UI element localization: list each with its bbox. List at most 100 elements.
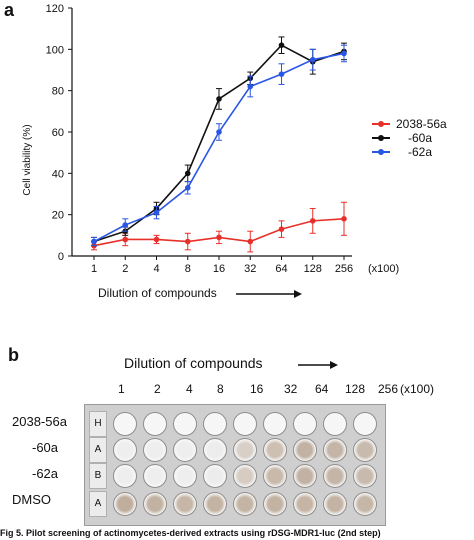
data-point — [184, 170, 191, 177]
plate-well — [143, 464, 167, 488]
plate-column-label: 256 — [378, 382, 399, 396]
data-point — [216, 129, 222, 135]
x-tick-label: 256 — [335, 263, 353, 275]
plate-well — [323, 464, 347, 488]
data-point — [122, 236, 129, 243]
y-tick-label: 20 — [52, 210, 64, 222]
plate-well — [353, 464, 377, 488]
x-tick-label: 64 — [275, 263, 287, 275]
plate-well — [263, 492, 287, 516]
data-point — [184, 185, 191, 191]
x-tick-label: 2 — [122, 263, 128, 275]
panel-b-label: b — [8, 345, 19, 365]
y-axis-label: Cell viability (%) — [22, 124, 33, 195]
plate-well — [233, 464, 257, 488]
data-point — [278, 42, 285, 48]
legend-swatch-blue — [372, 147, 390, 157]
y-tick-label: 100 — [46, 44, 64, 56]
series-2 — [91, 36, 347, 247]
plate-well — [263, 438, 287, 462]
plate-row-letter: A — [89, 491, 107, 517]
series-3 — [91, 44, 347, 247]
plate-well — [323, 438, 347, 462]
plate-row-label: DMSO — [12, 492, 51, 507]
plate-well — [113, 492, 137, 516]
plate-well — [293, 464, 317, 488]
x-tick-label: 4 — [153, 263, 159, 275]
legend-label: 2038-56a — [396, 117, 447, 131]
plate-well — [323, 492, 347, 516]
plate-well — [233, 412, 257, 436]
data-point — [278, 71, 285, 77]
plate-row-letter: B — [89, 463, 107, 489]
plate-well — [263, 412, 287, 436]
plate-well — [323, 412, 347, 436]
chart-series — [91, 36, 347, 253]
data-point — [153, 236, 160, 243]
x-tick-label: 1 — [91, 263, 97, 275]
legend-swatch-red — [372, 119, 390, 129]
plate-column-label: 2 — [154, 382, 161, 396]
data-point — [341, 216, 347, 222]
legend-label: -62a — [408, 145, 433, 159]
plate-column-label: 4 — [186, 382, 193, 396]
legend-item-60a: -60a — [372, 131, 432, 145]
plate-row-letter: A — [89, 437, 107, 463]
plate-well — [203, 438, 227, 462]
data-point — [122, 222, 129, 228]
plate-column-label: 32 — [284, 382, 298, 396]
plate-row-label: 2038-56a — [12, 414, 67, 429]
plate-well — [143, 412, 167, 436]
data-point — [153, 209, 160, 216]
x-tick-label: 128 — [304, 263, 322, 275]
x-tick-label: 32 — [244, 263, 256, 275]
panel-b-arrow-icon — [298, 361, 338, 369]
legend-swatch-black — [372, 133, 390, 143]
legend-item-2038-56a: 2038-56a — [372, 117, 447, 131]
plate-well — [143, 438, 167, 462]
plate-column-label: 128 — [345, 382, 366, 396]
plate-well — [203, 464, 227, 488]
plate-row-letter: H — [89, 411, 107, 437]
data-point — [278, 226, 285, 232]
data-point — [91, 238, 97, 245]
series-line — [93, 44, 345, 243]
plate-row-label: -62a — [32, 466, 59, 481]
data-point — [309, 56, 316, 63]
x-tick-label: 16 — [213, 263, 225, 275]
plate-well — [353, 438, 377, 462]
legend-item-62a: -62a — [372, 145, 432, 159]
plate-row-label: -60a — [32, 440, 59, 455]
y-tick-label: 40 — [52, 168, 64, 180]
plate-well — [353, 412, 377, 436]
plate-unit-label: (x100) — [400, 382, 435, 396]
viability-chart: 0 20 40 60 80 100 120 1 2 4 8 16 32 64 128 256 Cell via… — [22, 3, 399, 275]
figure-caption: Fig 5. Pilot screening of actinomycetes-… — [0, 528, 381, 538]
data-point — [216, 96, 222, 102]
data-point — [247, 238, 254, 245]
x-axis-arrow-icon — [236, 290, 302, 298]
plate-well — [353, 492, 377, 516]
plate-well — [143, 492, 167, 516]
plate-well — [293, 492, 317, 516]
panel-b-title: Dilution of compounds — [124, 355, 263, 371]
plate-column-label: 1 — [118, 382, 125, 396]
data-point — [216, 234, 222, 241]
plate-well — [233, 492, 257, 516]
y-tick-label: 0 — [58, 251, 64, 263]
series-line — [93, 52, 345, 243]
plate-well — [173, 438, 197, 462]
series-1 — [91, 201, 347, 253]
plate-column-label: 8 — [217, 382, 224, 396]
plate-column-label: 16 — [250, 382, 264, 396]
chart-axes: 0 20 40 60 80 100 120 1 2 4 8 16 32 64 128 256 — [46, 3, 354, 275]
x-axis-unit-label: (x100) — [368, 263, 399, 275]
plate-well — [173, 492, 197, 516]
plate-well — [173, 464, 197, 488]
data-point — [341, 50, 347, 57]
plate-well — [233, 438, 257, 462]
plate-column-label: 64 — [315, 382, 329, 396]
data-point — [309, 218, 316, 224]
plate-well — [293, 412, 317, 436]
